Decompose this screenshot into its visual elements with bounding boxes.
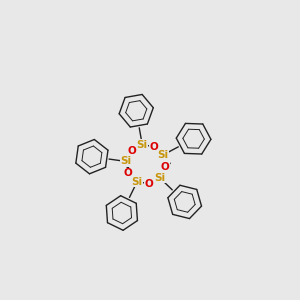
Text: O: O — [161, 162, 170, 172]
Text: Si: Si — [131, 177, 142, 187]
Text: O: O — [150, 142, 159, 152]
Text: Si: Si — [154, 173, 165, 183]
Text: O: O — [145, 178, 153, 188]
Text: O: O — [124, 168, 133, 178]
Text: Si: Si — [137, 140, 148, 150]
Text: O: O — [127, 146, 136, 156]
Text: Si: Si — [121, 157, 132, 166]
Text: Si: Si — [158, 150, 169, 160]
